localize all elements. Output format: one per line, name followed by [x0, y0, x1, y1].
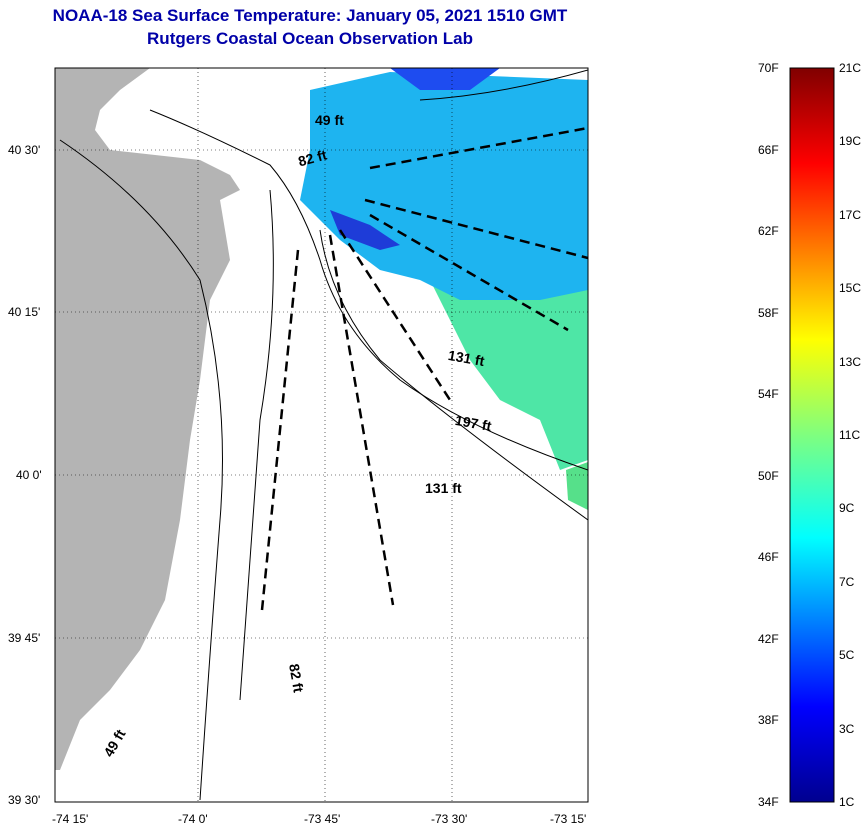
- map-frame: [54, 67, 589, 803]
- sst-warm-patch: [566, 462, 588, 510]
- depth-label: 49 ft: [315, 112, 344, 128]
- sst-mid: [300, 72, 588, 300]
- lat-label: 40 30': [8, 143, 41, 157]
- depth-label: 131 ft: [425, 480, 462, 496]
- colorbar-c-label: 15C: [839, 281, 862, 296]
- sst-cold-patch: [330, 210, 400, 250]
- colorbar-c-label: 13C: [839, 354, 862, 369]
- colorbar-f-label: 66F: [758, 142, 779, 157]
- colorbar-f-label: 42F: [758, 631, 779, 646]
- colorbar-f-label: 50F: [758, 468, 779, 483]
- lat-label: 40 0': [16, 468, 42, 482]
- colorbar-f-label: 34F: [758, 794, 779, 809]
- lon-label: -73 45': [304, 812, 341, 826]
- colorbar-c-label: 5C: [839, 648, 855, 663]
- colorbar-c-label: 21C: [839, 61, 862, 75]
- map-subtitle: Rutgers Coastal Ocean Observation Lab: [147, 29, 473, 48]
- colorbar-f-label: 46F: [758, 550, 779, 564]
- lat-label: 39 45': [8, 631, 41, 645]
- bathymetry-contours: [59, 69, 588, 801]
- colorbar-f-label: 70F: [758, 61, 779, 75]
- colorbar-c-label: 3C: [839, 721, 855, 736]
- colorbar-f-label: 58F: [758, 305, 779, 320]
- transect-lines: [260, 126, 588, 611]
- land-area: [55, 68, 240, 770]
- colorbar-f-label: 54F: [758, 387, 779, 401]
- sst-warm: [430, 280, 588, 470]
- colorbar-c-label: 9C: [839, 501, 855, 516]
- colorbar-f-label: 38F: [758, 713, 779, 727]
- colorbar-c-label: 17C: [839, 207, 862, 222]
- colorbar-f-label: 62F: [758, 224, 779, 238]
- map-title: NOAA-18 Sea Surface Temperature: January…: [52, 6, 568, 25]
- lat-label: 39 30': [8, 793, 41, 807]
- lon-label: -73 15': [550, 812, 587, 826]
- colorbar: [789, 67, 835, 803]
- sst-cold: [390, 68, 500, 90]
- colorbar-c-label: 1C: [839, 795, 855, 809]
- lat-label: 40 15': [8, 305, 41, 319]
- lon-label: -74 15': [52, 812, 89, 826]
- colorbar-c-label: 19C: [839, 134, 862, 149]
- grid-lines: [55, 68, 588, 802]
- colorbar-c-label: 11C: [839, 428, 861, 442]
- lon-label: -73 30': [431, 812, 468, 826]
- colorbar-c-label: 7C: [839, 574, 855, 589]
- lon-label: -74 0': [178, 812, 208, 826]
